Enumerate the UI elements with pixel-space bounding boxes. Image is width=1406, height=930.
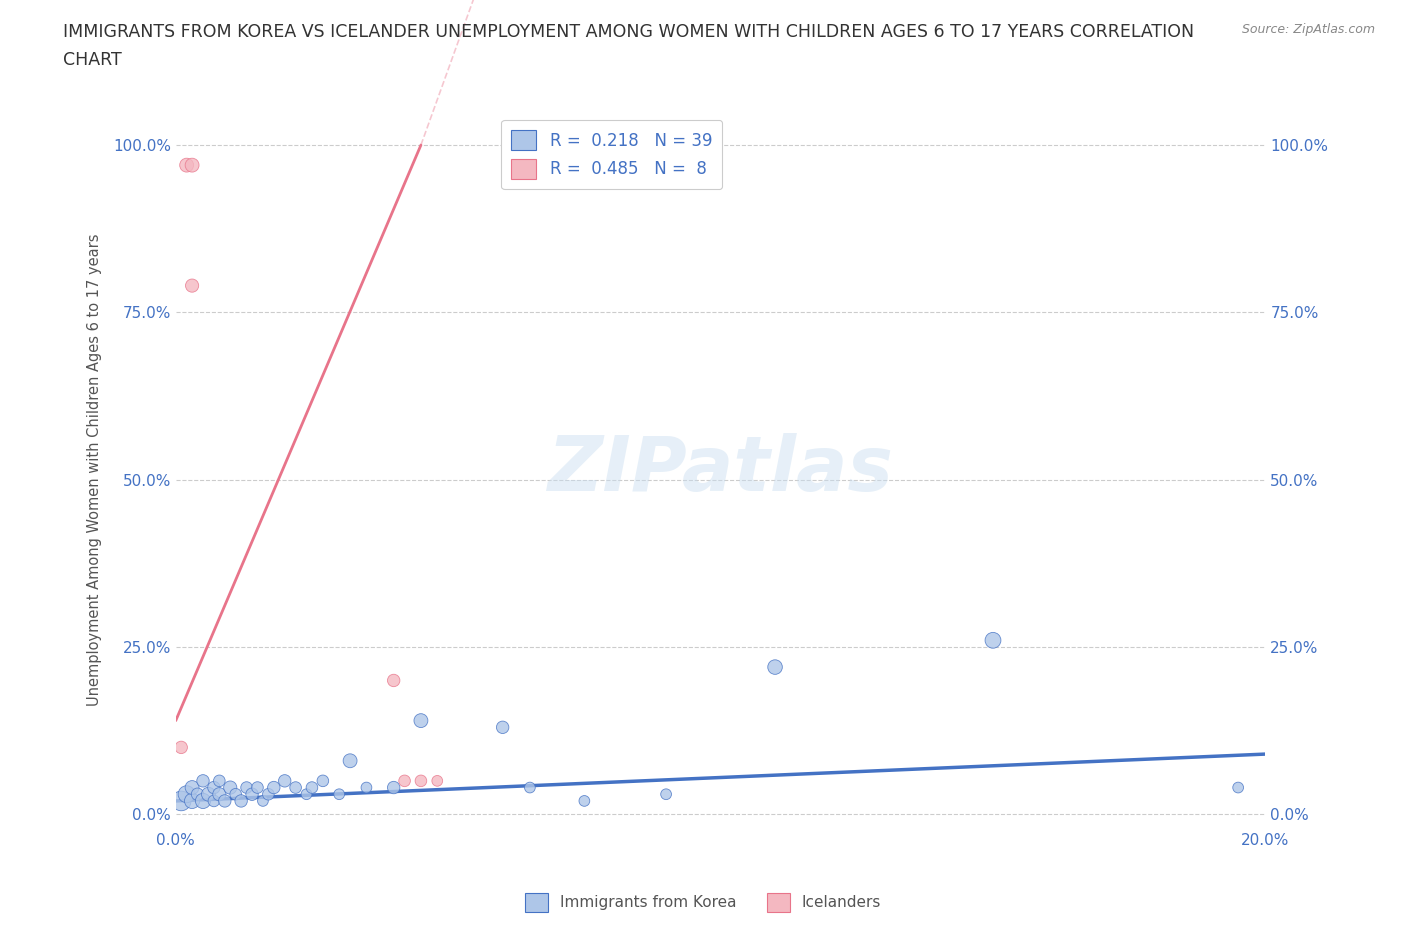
Point: [181, 158, 204, 173]
Point: [231, 793, 253, 808]
Point: [176, 158, 198, 173]
Point: [240, 787, 263, 802]
Point: [181, 780, 204, 795]
Point: [312, 774, 335, 789]
Point: [409, 774, 432, 789]
Point: [225, 787, 247, 802]
Point: [191, 774, 214, 789]
Point: [295, 787, 318, 802]
Point: [356, 780, 378, 795]
Point: [202, 793, 225, 808]
Point: [176, 787, 198, 802]
Point: [409, 713, 432, 728]
Point: [235, 780, 257, 795]
Point: [170, 740, 193, 755]
Point: [981, 633, 1004, 648]
Point: [655, 787, 678, 802]
Point: [328, 787, 350, 802]
Point: [426, 774, 449, 789]
Point: [274, 774, 297, 789]
Point: [208, 787, 231, 802]
Point: [197, 787, 219, 802]
Point: [219, 780, 242, 795]
Point: [181, 793, 204, 808]
Point: [301, 780, 323, 795]
Text: Source: ZipAtlas.com: Source: ZipAtlas.com: [1241, 23, 1375, 36]
Legend: R =  0.218   N = 39, R =  0.485   N =  8: R = 0.218 N = 39, R = 0.485 N = 8: [501, 120, 723, 189]
Text: IMMIGRANTS FROM KOREA VS ICELANDER UNEMPLOYMENT AMONG WOMEN WITH CHILDREN AGES 6: IMMIGRANTS FROM KOREA VS ICELANDER UNEMP…: [63, 23, 1194, 41]
Point: [257, 787, 280, 802]
Point: [170, 793, 193, 808]
Point: [284, 780, 307, 795]
Point: [763, 659, 786, 674]
Point: [382, 780, 405, 795]
Point: [186, 787, 209, 802]
Point: [339, 753, 361, 768]
Point: [191, 793, 214, 808]
Point: [252, 793, 274, 808]
Point: [394, 774, 416, 789]
Point: [246, 780, 269, 795]
Point: [492, 720, 515, 735]
Point: [181, 278, 204, 293]
Point: [263, 780, 285, 795]
Point: [574, 793, 596, 808]
Point: [382, 673, 405, 688]
Legend: Immigrants from Korea, Icelanders: Immigrants from Korea, Icelanders: [519, 887, 887, 918]
Text: ZIPatlas: ZIPatlas: [547, 432, 894, 507]
Point: [214, 793, 236, 808]
Point: [1227, 780, 1250, 795]
Point: [202, 780, 225, 795]
Point: [208, 774, 231, 789]
Text: CHART: CHART: [63, 51, 122, 69]
Point: [519, 780, 541, 795]
Y-axis label: Unemployment Among Women with Children Ages 6 to 17 years: Unemployment Among Women with Children A…: [87, 233, 101, 706]
